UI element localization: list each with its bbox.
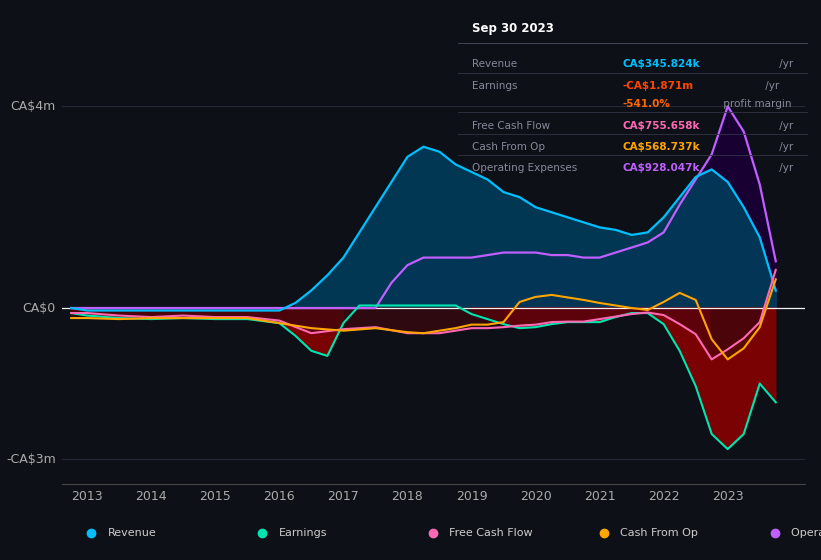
Text: Earnings: Earnings [278, 529, 327, 538]
Text: Free Cash Flow: Free Cash Flow [449, 529, 533, 538]
Text: Free Cash Flow: Free Cash Flow [472, 121, 550, 131]
Text: Operating Expenses: Operating Expenses [791, 529, 821, 538]
Text: Sep 30 2023: Sep 30 2023 [472, 22, 554, 35]
Text: profit margin: profit margin [720, 99, 791, 109]
Text: -CA$1.871m: -CA$1.871m [622, 81, 693, 91]
Text: CA$928.047k: CA$928.047k [622, 162, 699, 172]
Text: /yr: /yr [776, 142, 793, 152]
Text: /yr: /yr [762, 81, 779, 91]
Text: /yr: /yr [776, 162, 793, 172]
Text: Earnings: Earnings [472, 81, 517, 91]
Text: CA$4m: CA$4m [11, 100, 56, 113]
Text: Cash From Op: Cash From Op [472, 142, 545, 152]
Text: CA$345.824k: CA$345.824k [622, 59, 699, 69]
Text: Revenue: Revenue [472, 59, 517, 69]
Text: Operating Expenses: Operating Expenses [472, 162, 577, 172]
Text: -541.0%: -541.0% [622, 99, 670, 109]
Text: /yr: /yr [776, 121, 793, 131]
Text: Cash From Op: Cash From Op [621, 529, 698, 538]
Text: CA$568.737k: CA$568.737k [622, 142, 699, 152]
Text: Revenue: Revenue [108, 529, 156, 538]
Text: CA$0: CA$0 [22, 301, 56, 315]
Text: /yr: /yr [776, 59, 793, 69]
Text: CA$755.658k: CA$755.658k [622, 121, 699, 131]
Text: -CA$3m: -CA$3m [6, 452, 56, 466]
